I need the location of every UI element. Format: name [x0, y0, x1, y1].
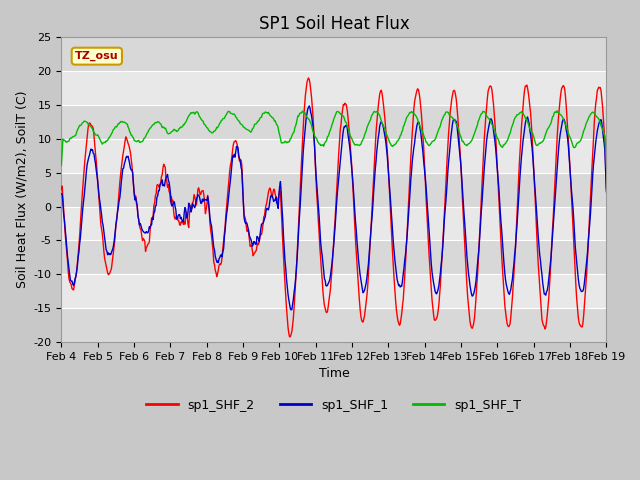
- sp1_SHF_T: [400, 123, 408, 129]
- Bar: [61, 173, 606, 206]
- sp1_SHF_T: [207, 130, 215, 135]
- sp1_SHF_1: [124, 154, 131, 160]
- sp1_SHF_2: [285, 334, 293, 340]
- sp1_SHF_1: [417, 136, 425, 142]
- sp1_SHF_1: [287, 307, 295, 313]
- sp1_SHF_T: [553, 108, 561, 114]
- sp1_SHF_2: [402, 260, 410, 265]
- Bar: [61, 274, 606, 308]
- sp1_SHF_2: [207, 233, 215, 239]
- Bar: [61, 105, 606, 139]
- sp1_SHF_1: [305, 103, 313, 109]
- sp1_SHF_1: [402, 252, 410, 257]
- Bar: [61, 37, 606, 71]
- sp1_SHF_2: [58, 187, 65, 192]
- sp1_SHF_2: [124, 138, 131, 144]
- Bar: [61, 139, 606, 173]
- sp1_SHF_2: [602, 185, 610, 191]
- sp1_SHF_T: [67, 135, 75, 141]
- sp1_SHF_1: [67, 278, 75, 284]
- sp1_SHF_1: [602, 189, 610, 195]
- sp1_SHF_1: [207, 223, 215, 228]
- sp1_SHF_T: [179, 123, 186, 129]
- Text: TZ_osu: TZ_osu: [75, 51, 118, 61]
- Line: sp1_SHF_T: sp1_SHF_T: [61, 111, 606, 167]
- Y-axis label: Soil Heat Flux (W/m2), SoilT (C): Soil Heat Flux (W/m2), SoilT (C): [15, 91, 28, 288]
- sp1_SHF_2: [305, 75, 312, 81]
- Title: SP1 Soil Heat Flux: SP1 Soil Heat Flux: [259, 15, 409, 33]
- sp1_SHF_T: [124, 121, 131, 127]
- sp1_SHF_T: [58, 162, 65, 168]
- Bar: [61, 206, 606, 240]
- sp1_SHF_2: [417, 112, 425, 118]
- sp1_SHF_T: [602, 164, 610, 169]
- sp1_SHF_1: [179, 218, 186, 224]
- Line: sp1_SHF_2: sp1_SHF_2: [61, 78, 606, 337]
- Bar: [61, 308, 606, 342]
- sp1_SHF_1: [58, 191, 65, 197]
- sp1_SHF_2: [179, 218, 186, 224]
- Bar: [61, 71, 606, 105]
- X-axis label: Time: Time: [319, 367, 349, 380]
- Bar: [61, 240, 606, 274]
- sp1_SHF_2: [67, 282, 75, 288]
- sp1_SHF_T: [416, 123, 424, 129]
- Line: sp1_SHF_1: sp1_SHF_1: [61, 106, 606, 310]
- Legend: sp1_SHF_2, sp1_SHF_1, sp1_SHF_T: sp1_SHF_2, sp1_SHF_1, sp1_SHF_T: [141, 394, 526, 417]
